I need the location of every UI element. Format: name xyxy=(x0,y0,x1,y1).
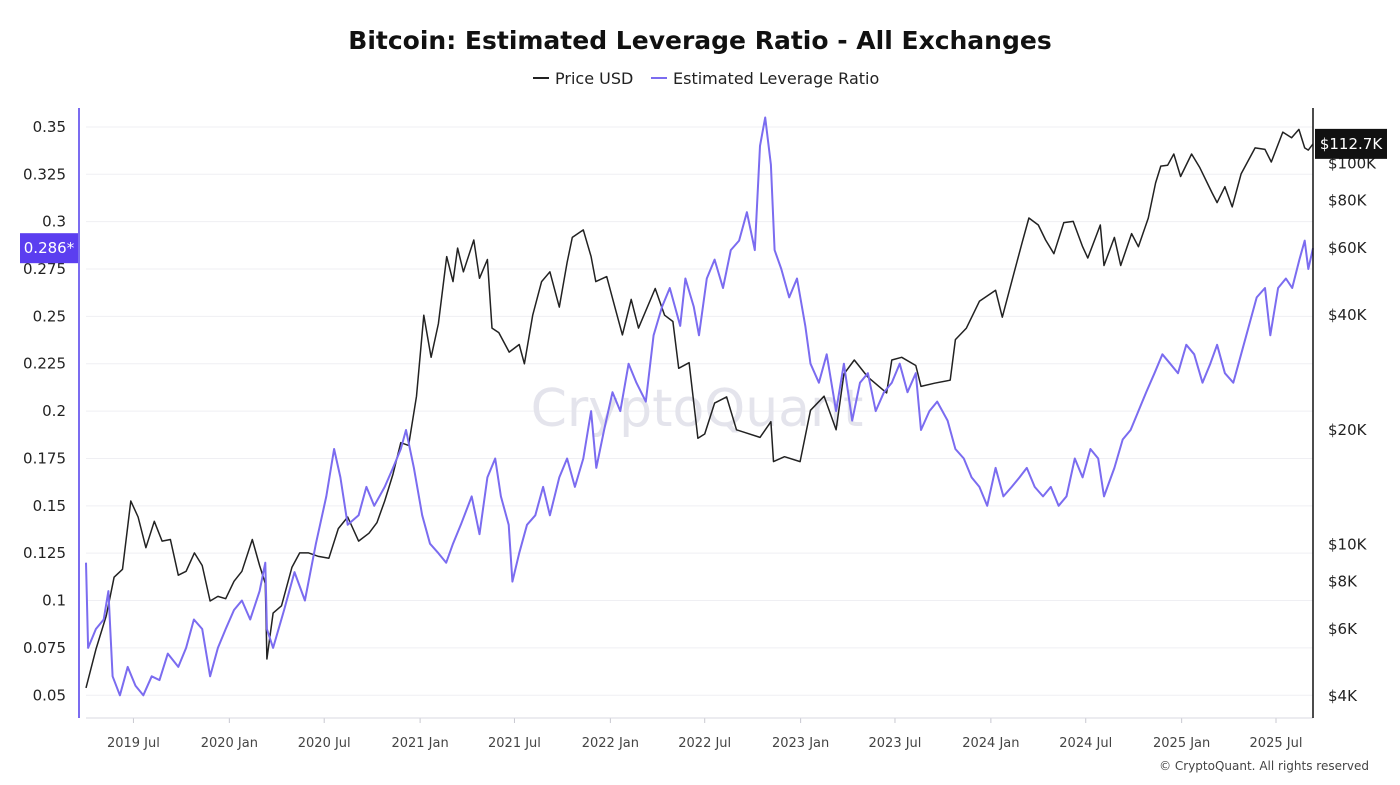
y-left-tick-label: 0.35 xyxy=(33,118,66,136)
series-line-leverage-ratio xyxy=(85,116,1314,697)
plot-area xyxy=(85,116,1314,697)
legend-item-label[interactable]: Estimated Leverage Ratio xyxy=(673,69,879,88)
copyright-text: © CryptoQuant. All rights reserved xyxy=(1159,759,1369,773)
y-right-tick-label: $60K xyxy=(1328,239,1368,257)
gridlines xyxy=(86,126,1313,696)
left-value-badge-label: 0.286* xyxy=(24,239,75,257)
x-tick-label: 2021 Jul xyxy=(488,736,541,751)
left-value-badge xyxy=(20,233,78,264)
x-tick-label: 2024 Jul xyxy=(1059,736,1112,751)
y-left-tick-label: 0.275 xyxy=(23,260,66,278)
y-right-tick-label: $40K xyxy=(1328,306,1368,324)
y-left-tick-label: 0.175 xyxy=(23,449,66,467)
y-left-tick-label: 0.15 xyxy=(33,497,66,515)
x-tick-label: 2025 Jul xyxy=(1250,736,1303,751)
x-tick-label: 2019 Jul xyxy=(107,736,160,751)
x-tick-label: 2022 Jan xyxy=(582,736,639,751)
y-left-tick-label: 0.05 xyxy=(33,686,66,704)
y-right-tick-label: $6K xyxy=(1328,620,1358,638)
y-left-tick-label: 0.225 xyxy=(23,355,66,373)
y-left-tick-label: 0.1 xyxy=(42,592,66,610)
x-tick-label: 2020 Jul xyxy=(298,736,351,751)
y-right-tick-label: $4K xyxy=(1328,687,1358,705)
x-tick-label: 2022 Jul xyxy=(678,736,731,751)
x-tick-label: 2025 Jan xyxy=(1153,736,1210,751)
y-right-tick-label: $80K xyxy=(1328,192,1368,210)
y-right-tick-label: $8K xyxy=(1328,572,1358,590)
y-right-tick-label: $20K xyxy=(1328,421,1368,439)
x-tick-label: 2020 Jan xyxy=(201,736,258,751)
x-tick-label: 2023 Jul xyxy=(869,736,922,751)
legend-item-label[interactable]: Price USD xyxy=(555,69,633,88)
right-value-badge-label: $112.7K xyxy=(1320,135,1383,153)
legend[interactable]: Price USD Estimated Leverage Ratio xyxy=(533,69,879,88)
y-right-tick-label: $10K xyxy=(1328,535,1368,553)
y-right-tick-label: $100K xyxy=(1328,155,1377,173)
y-left-tick-label: 0.25 xyxy=(33,307,66,325)
y-left-tick-label: 0.325 xyxy=(23,165,66,183)
y-left-tick-label: 0.2 xyxy=(42,402,66,420)
axes: 0.35 0.325 0.3 0.275 0.25 0.225 0.2 0.175 0.15 0.… xyxy=(20,108,1387,751)
x-tick-label: 2024 Jan xyxy=(962,736,1019,751)
x-tick-label: 2021 Jan xyxy=(391,736,448,751)
y-left-tick-label: 0.125 xyxy=(23,544,66,562)
chart-title: Bitcoin: Estimated Leverage Ratio - All … xyxy=(348,26,1051,55)
y-left-tick-label: 0.3 xyxy=(42,213,66,231)
x-tick-label: 2023 Jan xyxy=(772,736,829,751)
y-left-tick-label: 0.075 xyxy=(23,639,66,657)
right-value-badge xyxy=(1315,128,1387,159)
